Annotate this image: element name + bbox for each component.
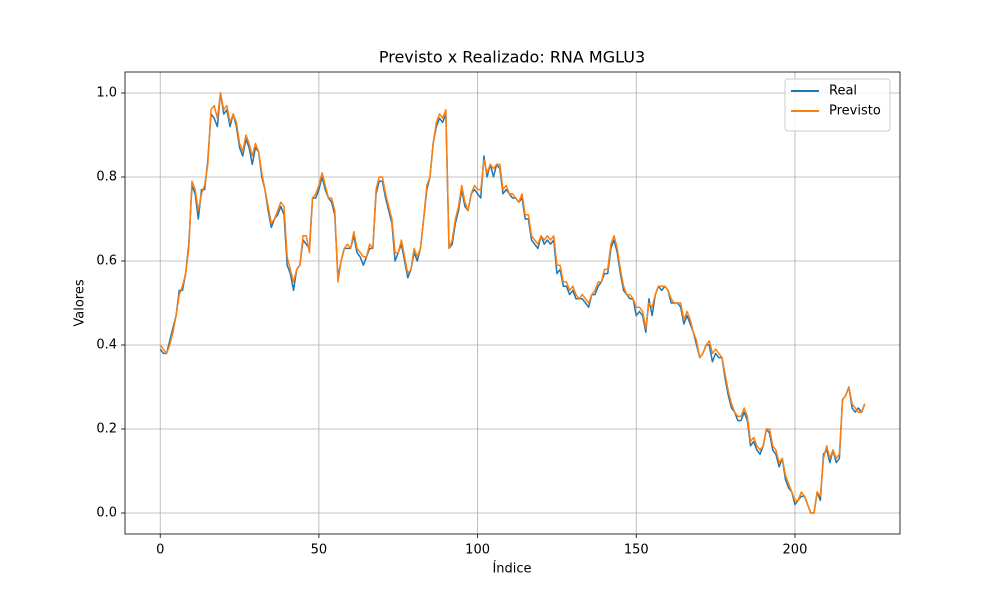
y-tick-label: 0.0 [96,506,117,521]
plot-frame [124,71,901,535]
legend: Real Previsto [784,78,891,132]
chart-title: Previsto x Realizado: RNA MGLU3 [379,48,645,67]
series-line [159,92,866,514]
y-tick-label: 1.0 [96,86,117,101]
plot-lines [159,92,866,514]
y-axis-label: Valores [73,279,88,326]
ticks: 0 50 100 150 200 0.0 0.2 0.4 0.6 0.8 1.0 [96,86,807,558]
legend-label: Previsto [829,104,881,119]
x-tick-label: 150 [624,543,649,558]
y-tick-label: 0.6 [96,254,117,269]
x-axis-label: Índice [492,561,531,577]
x-tick-label: 100 [465,543,490,558]
grid [125,72,900,534]
y-tick-label: 0.2 [96,422,117,437]
y-tick-label: 0.4 [96,338,117,353]
x-tick-label: 50 [311,543,328,558]
x-tick-label: 0 [156,543,164,558]
x-tick-label: 200 [783,543,808,558]
y-tick-label: 0.8 [96,170,117,185]
legend-label: Real [829,84,857,99]
